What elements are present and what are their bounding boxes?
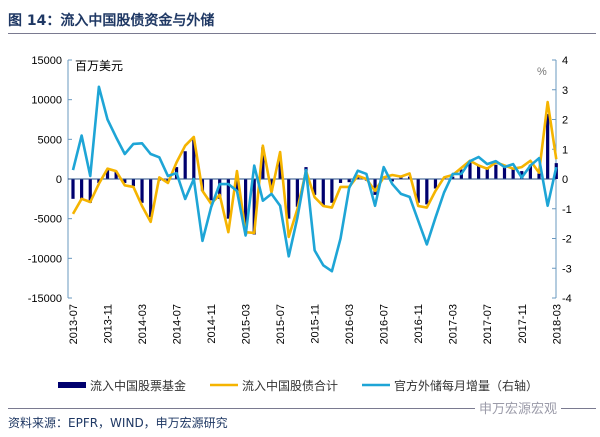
bar-stock-fund (338, 179, 343, 183)
bar-stock-fund (71, 179, 75, 199)
right-tick-label: 0 (562, 174, 568, 186)
bar-stock-fund (528, 164, 532, 179)
x-tick-label: 2014-11 (206, 304, 218, 344)
bar-stock-fund (261, 147, 265, 179)
x-tick-label: 2014-07 (172, 304, 184, 344)
bar-stock-fund (468, 161, 472, 179)
left-tick-label: 15000 (31, 55, 62, 67)
figure-title: 图 14：流入中国股债资金与外储 (8, 13, 215, 29)
bar-stock-fund (330, 179, 334, 203)
bar-stock-fund (502, 167, 507, 179)
bar-stock-fund (399, 177, 403, 179)
x-tick-label: 2015-11 (310, 304, 322, 344)
right-tick-label: 3 (562, 85, 568, 97)
bar-stock-fund (269, 179, 274, 191)
bar-stock-fund (226, 179, 230, 219)
legend-label: 流入中国股票基金 (90, 378, 186, 393)
footer-divider (8, 408, 596, 409)
bar-stock-fund (356, 177, 360, 179)
bar-stock-fund (546, 113, 550, 179)
x-tick-label: 2015-03 (241, 304, 253, 344)
bar-stock-fund (149, 179, 153, 218)
bar-stock-fund (278, 159, 282, 179)
x-tick-label: 2017-03 (448, 304, 460, 344)
bar-stock-fund (347, 179, 351, 183)
source-note: 资料来源：EPFR，WIND，申万宏源研究 (8, 416, 228, 430)
right-tick-label: -2 (562, 234, 572, 246)
legend-swatch-bar (58, 382, 86, 388)
bar-stock-fund (183, 151, 187, 179)
bar-stock-fund (477, 165, 481, 179)
x-tick-label: 2016-07 (379, 304, 391, 344)
bar-stock-fund (140, 179, 144, 203)
bar-stock-fund (97, 179, 101, 183)
bar-stock-fund (451, 176, 455, 179)
watermark: 申万宏源宏观 (475, 398, 562, 417)
bar-stock-fund (252, 179, 256, 235)
legend-label: 流入中国股债合计 (242, 378, 338, 393)
right-tick-label: -3 (562, 263, 572, 275)
left-tick-label: -15000 (28, 293, 62, 305)
bar-stock-fund (511, 169, 515, 179)
right-tick-label: 4 (562, 55, 568, 67)
bar-stock-fund (485, 167, 489, 179)
left-tick-label: -10000 (28, 253, 62, 265)
right-tick-label: 2 (562, 115, 568, 127)
bar-stock-fund (114, 171, 118, 179)
bar-stock-fund (295, 179, 299, 207)
x-tick-label: 2017-07 (482, 304, 494, 344)
x-tick-label: 2013-11 (103, 304, 115, 344)
bar-stock-fund (235, 179, 239, 191)
x-tick-label: 2014-03 (137, 304, 149, 344)
bar-stock-fund (537, 173, 541, 179)
bar-stock-fund (433, 179, 438, 189)
x-tick-label: 2013-07 (68, 304, 80, 344)
bar-stock-fund (218, 179, 222, 199)
line-total-flow (71, 100, 558, 239)
bar-stock-fund (192, 139, 196, 179)
bar-stock-fund (390, 179, 394, 182)
left-tick-label: 5000 (38, 134, 62, 146)
legend-label: 官方外储每月增量（右轴） (394, 378, 538, 393)
bar-stock-fund (105, 169, 110, 179)
bar-stock-fund (209, 179, 213, 201)
bar-stock-fund (520, 171, 524, 179)
left-tick-label: -5000 (34, 214, 62, 226)
x-tick-label: 2017-11 (517, 304, 529, 344)
x-tick-label: 2015-07 (275, 304, 287, 344)
title-divider (8, 33, 596, 34)
left-tick-label: 10000 (31, 95, 62, 107)
bar-stock-fund (494, 164, 498, 179)
x-tick-label: 2018-03 (551, 304, 563, 344)
left-unit-label: 百万美元 (75, 59, 123, 73)
bar-stock-fund (425, 179, 429, 205)
bar-stock-fund (313, 179, 317, 195)
chart: 百万美元 % 15000 10000 5000 0 -5000 -10000 -15000 4… (28, 55, 572, 393)
left-tick-label: 0 (56, 174, 62, 186)
bar-stock-fund (244, 179, 248, 235)
right-tick-label: 1 (562, 144, 568, 156)
bar-stock-fund (373, 179, 377, 195)
bar-stock-fund (321, 179, 325, 206)
right-tick-label: -1 (562, 204, 572, 216)
x-tick-label: 2016-03 (344, 304, 356, 344)
bar-stock-fund (416, 179, 420, 203)
bar-stock-fund (88, 179, 92, 203)
bar-stock-fund (80, 179, 84, 199)
right-unit-label: % (537, 66, 547, 78)
right-tick-label: -4 (562, 293, 572, 305)
x-tick-label: 2016-11 (413, 304, 425, 344)
bar-stock-fund (287, 179, 291, 219)
bar-stock-fund (123, 179, 127, 183)
bar-stock-fund (131, 179, 136, 187)
